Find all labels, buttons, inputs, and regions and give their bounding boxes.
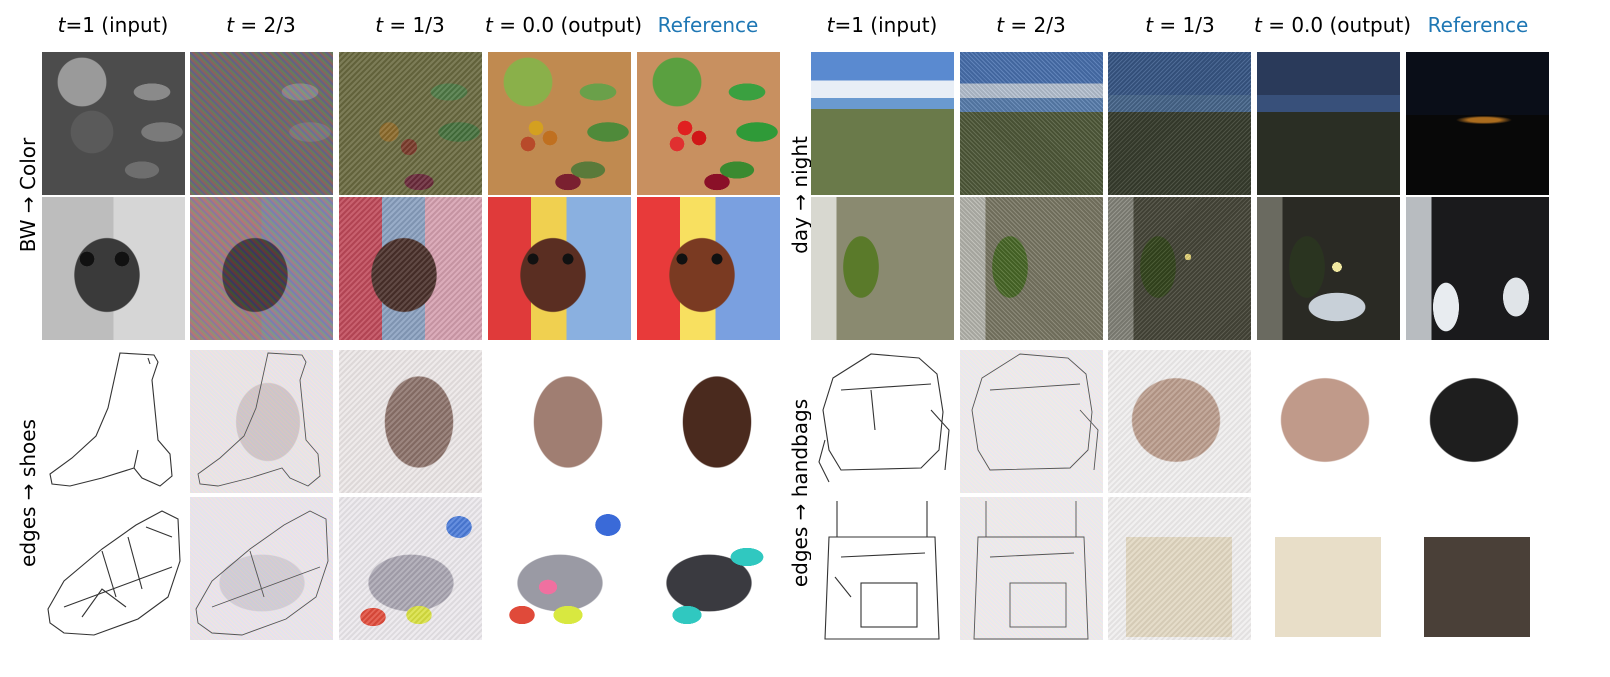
image-dog-t-two-thirds [190, 197, 333, 340]
image-coast-reference [1406, 52, 1549, 195]
image-campus-input [811, 197, 954, 340]
image-vegetables-output [488, 52, 631, 195]
image-dog-reference [637, 197, 780, 340]
header-output-right: t = 0.0 (output) [1254, 13, 1412, 37]
image-coast-t-two-thirds [960, 52, 1103, 195]
image-campus-t-two-thirds [960, 197, 1103, 340]
header-input-right: t=1 (input) [826, 13, 938, 37]
right-figure-panel: t=1 (input) t = 2/3 t = 1/3 t = 0.0 (out… [788, 0, 1606, 677]
image-bucket-bag-t-one-third [1108, 350, 1251, 493]
header-output: t = 0.0 (output) [485, 13, 643, 37]
image-campus-reference [1406, 197, 1549, 340]
image-sneaker-output [488, 497, 631, 640]
image-boot-reference [637, 350, 780, 493]
image-vegetables-t-two-thirds [190, 52, 333, 195]
row-label-edges-handbags: edges → handbags [788, 398, 812, 588]
image-campus-output [1257, 197, 1400, 340]
image-bucket-bag-t-two-thirds [960, 350, 1103, 493]
image-crossbody-t-one-third [1108, 497, 1251, 640]
image-coast-output [1257, 52, 1400, 195]
image-bucket-bag-reference [1406, 350, 1549, 493]
image-coast-t-one-third [1108, 52, 1251, 195]
image-sneaker-t-two-thirds [190, 497, 333, 640]
image-vegetables-t-one-third [339, 52, 482, 195]
image-vegetables-input [42, 52, 185, 195]
header-two-thirds: t = 2/3 [226, 13, 296, 37]
image-boot-output [488, 350, 631, 493]
image-coast-input [811, 52, 954, 195]
image-sneaker-t-one-third [339, 497, 482, 640]
header-reference: Reference [657, 13, 759, 37]
row-label-day-night: day → night [788, 136, 812, 254]
header-one-third-right: t = 1/3 [1145, 13, 1215, 37]
image-crossbody-t-two-thirds [960, 497, 1103, 640]
image-crossbody-output [1257, 497, 1400, 640]
header-reference-right: Reference [1427, 13, 1529, 37]
image-boot-t-one-third [339, 350, 482, 493]
image-crossbody-reference [1406, 497, 1549, 640]
image-boot-t-two-thirds [190, 350, 333, 493]
image-bucket-bag-output [1257, 350, 1400, 493]
image-dog-input [42, 197, 185, 340]
image-bucket-bag-input [811, 350, 954, 493]
image-dog-output [488, 197, 631, 340]
image-vegetables-reference [637, 52, 780, 195]
image-crossbody-input [811, 497, 954, 640]
header-two-thirds-right: t = 2/3 [996, 13, 1066, 37]
header-one-third: t = 1/3 [375, 13, 445, 37]
image-dog-t-one-third [339, 197, 482, 340]
header-input: t=1 (input) [57, 13, 169, 37]
image-boot-input [42, 350, 185, 493]
image-sneaker-reference [637, 497, 780, 640]
image-sneaker-input [42, 497, 185, 640]
row-label-bw-color: BW → Color [16, 137, 40, 253]
left-figure-panel: t=1 (input) t = 2/3 t = 1/3 t = 0.0 (out… [0, 0, 800, 677]
image-campus-t-one-third [1108, 197, 1251, 340]
row-label-edges-shoes: edges → shoes [16, 419, 40, 567]
